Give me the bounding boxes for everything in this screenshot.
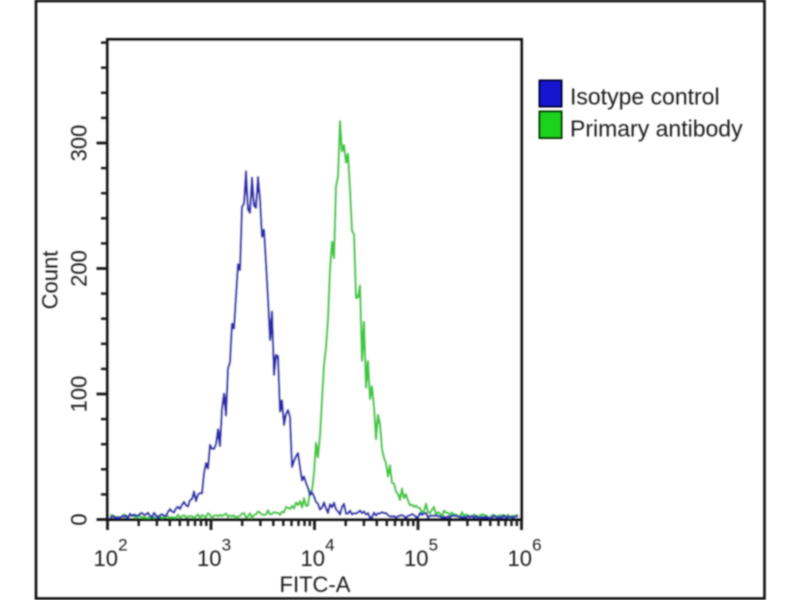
svg-text:10: 10 bbox=[508, 546, 532, 571]
svg-text:Count: Count bbox=[38, 251, 63, 310]
svg-text:10: 10 bbox=[94, 546, 118, 571]
svg-text:6: 6 bbox=[532, 536, 541, 555]
svg-text:200: 200 bbox=[67, 250, 92, 287]
svg-text:300: 300 bbox=[67, 125, 92, 162]
svg-text:10: 10 bbox=[197, 546, 221, 571]
svg-text:FITC-A: FITC-A bbox=[280, 572, 351, 597]
svg-text:100: 100 bbox=[67, 376, 92, 413]
svg-text:2: 2 bbox=[118, 536, 127, 555]
svg-text:5: 5 bbox=[429, 536, 438, 555]
svg-text:Isotype control: Isotype control bbox=[570, 84, 720, 110]
svg-text:0: 0 bbox=[67, 513, 92, 525]
svg-text:4: 4 bbox=[325, 536, 334, 555]
svg-text:10: 10 bbox=[404, 546, 428, 571]
svg-text:10: 10 bbox=[301, 546, 325, 571]
svg-text:Primary antibody: Primary antibody bbox=[570, 116, 743, 142]
svg-text:3: 3 bbox=[222, 536, 231, 555]
